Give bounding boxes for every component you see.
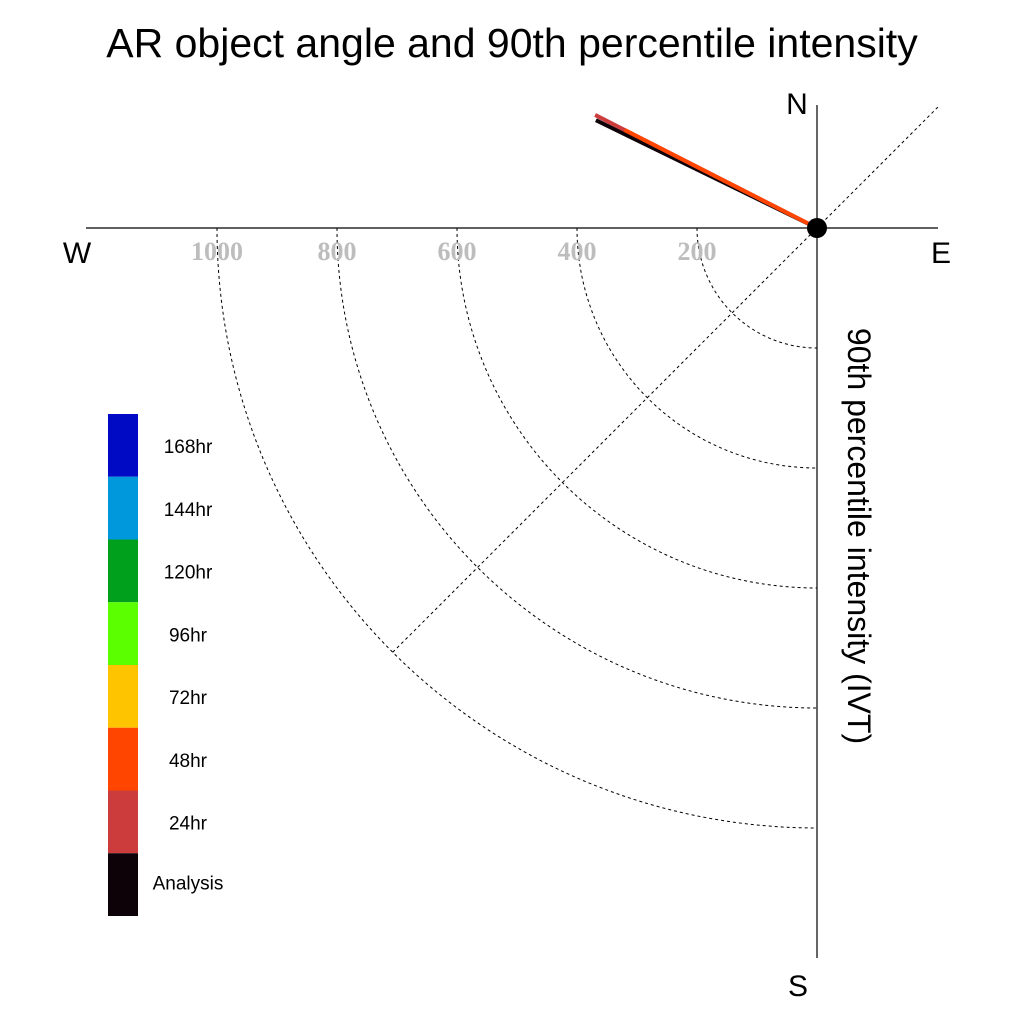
legend-swatch bbox=[108, 602, 138, 665]
vectors bbox=[594, 113, 818, 230]
tick-label: 200 bbox=[678, 237, 717, 266]
vector-48hr bbox=[623, 128, 818, 230]
legend-swatch bbox=[108, 539, 138, 603]
legend-swatch bbox=[108, 414, 138, 477]
grid-diagonal bbox=[392, 104, 941, 653]
compass-north: N bbox=[786, 88, 808, 121]
legend-swatch bbox=[108, 727, 138, 791]
chart-title: AR object angle and 90th percentile inte… bbox=[106, 20, 918, 66]
legend-label: 168hr bbox=[164, 437, 213, 458]
compass-west: W bbox=[63, 237, 92, 270]
legend-label: Analysis bbox=[153, 873, 224, 894]
legend-swatch bbox=[108, 665, 138, 728]
grid-arc bbox=[216, 227, 818, 829]
legend-label: 48hr bbox=[169, 751, 208, 772]
tick-label: 800 bbox=[318, 237, 357, 266]
tick-label: 600 bbox=[438, 237, 477, 266]
legend-label: 96hr bbox=[169, 625, 208, 646]
legend-swatch bbox=[108, 476, 138, 540]
legend: 168hr 144hr 120hr 96hr 72hr 48hr 24hr Analysis bbox=[108, 414, 223, 916]
legend-label: 24hr bbox=[169, 814, 208, 835]
radial-ticks: 200 400 600 800 1000 bbox=[191, 237, 717, 266]
tick-label: 400 bbox=[558, 237, 597, 266]
y-axis-label: 90th percentile intensity (IVT) bbox=[841, 328, 877, 744]
legend-label: 120hr bbox=[164, 563, 213, 584]
legend-label: 72hr bbox=[169, 688, 208, 709]
tick-label: 1000 bbox=[191, 237, 243, 266]
origin-marker bbox=[807, 218, 827, 238]
compass-east: E bbox=[931, 237, 951, 270]
legend-swatch bbox=[108, 790, 138, 854]
legend-swatch bbox=[108, 853, 138, 916]
grid-arc bbox=[696, 227, 818, 349]
legend-label: 144hr bbox=[164, 500, 213, 521]
polar-grid bbox=[216, 104, 941, 829]
compass-south: S bbox=[788, 970, 808, 1003]
